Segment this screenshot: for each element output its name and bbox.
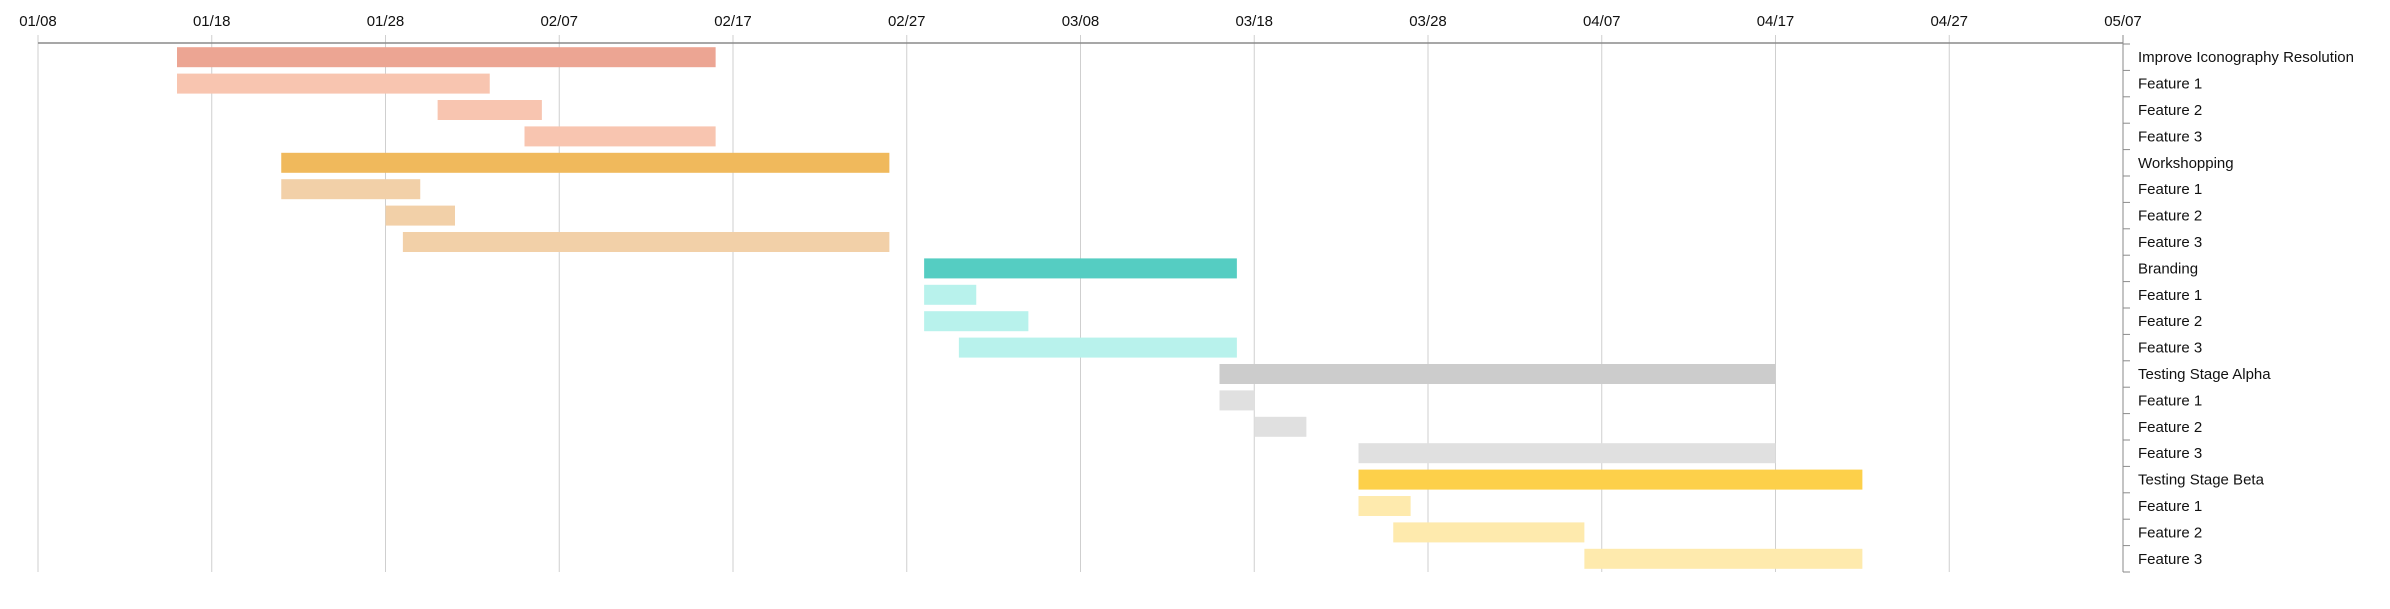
x-tick-label: 04/07 <box>1583 13 1621 30</box>
x-tick-label: 02/07 <box>540 13 578 30</box>
task-label: Feature 1 <box>2138 498 2202 515</box>
x-tick-label: 03/18 <box>1235 13 1273 30</box>
task-label: Testing Stage Beta <box>2138 472 2265 489</box>
task-bar <box>924 311 1029 332</box>
task-bar <box>1393 522 1585 543</box>
task-bar <box>177 73 490 94</box>
x-tick-label: 03/08 <box>1062 13 1100 30</box>
task-label: Feature 3 <box>2138 234 2202 251</box>
task-bar <box>1219 390 1255 411</box>
task-label: Feature 3 <box>2138 340 2202 357</box>
task-label: Feature 2 <box>2138 102 2202 119</box>
task-label: Feature 2 <box>2138 313 2202 330</box>
task-bar <box>281 179 421 200</box>
task-label: Testing Stage Alpha <box>2138 366 2271 383</box>
task-bar <box>1584 548 1863 569</box>
x-tick-label: 05/07 <box>2104 13 2142 30</box>
task-bar <box>385 205 455 226</box>
x-tick-label: 02/27 <box>888 13 926 30</box>
task-label: Feature 2 <box>2138 419 2202 436</box>
task-bar <box>1358 443 1776 464</box>
task-bar <box>402 232 890 252</box>
task-label: Feature 2 <box>2138 524 2202 541</box>
x-tick-label: 02/17 <box>714 13 752 30</box>
task-label: Improve Iconography Resolution <box>2138 49 2354 66</box>
x-tick-label: 04/27 <box>1930 13 1968 30</box>
task-label: Workshopping <box>2138 155 2234 172</box>
task-bar <box>924 284 977 305</box>
task-bar <box>924 258 1237 279</box>
task-label: Feature 1 <box>2138 76 2202 93</box>
x-tick-label: 01/28 <box>367 13 405 30</box>
task-bar <box>1358 496 1411 516</box>
x-tick-label: 03/28 <box>1409 13 1447 30</box>
task-bar <box>524 126 716 147</box>
task-label: Feature 1 <box>2138 392 2202 409</box>
task-bar <box>958 337 1237 358</box>
task-label: Feature 3 <box>2138 551 2202 568</box>
task-label: Feature 3 <box>2138 445 2202 462</box>
task-bar <box>1219 364 1776 384</box>
x-tick-label: 04/17 <box>1757 13 1795 30</box>
task-label: Feature 3 <box>2138 128 2202 145</box>
task-bar <box>1358 469 1863 490</box>
x-tick-label: 01/08 <box>19 13 57 30</box>
task-bar <box>437 100 542 120</box>
task-label: Branding <box>2138 260 2198 277</box>
task-label: Feature 1 <box>2138 287 2202 304</box>
task-bar <box>1254 416 1307 437</box>
task-bar <box>177 47 716 68</box>
x-tick-label: 01/18 <box>193 13 231 30</box>
task-label: Feature 1 <box>2138 181 2202 198</box>
task-bar <box>281 152 890 173</box>
task-label: Feature 2 <box>2138 208 2202 225</box>
